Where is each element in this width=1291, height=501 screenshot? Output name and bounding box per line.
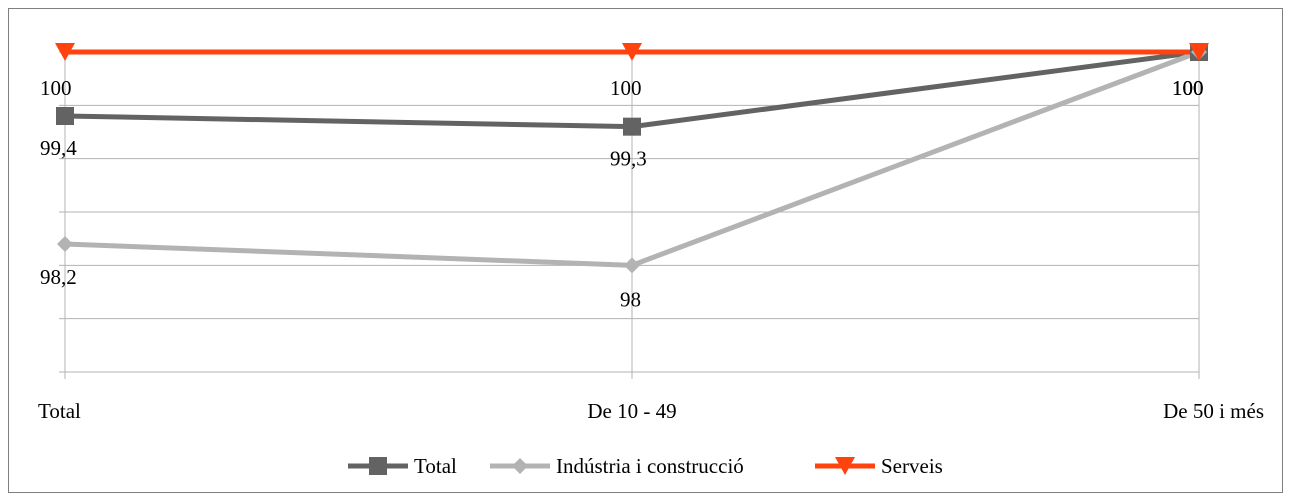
data-label: 100 <box>1172 76 1204 100</box>
data-label: 100 <box>40 76 72 100</box>
data-label: 98,2 <box>40 265 77 289</box>
legend-label: Indústria i construcció <box>556 454 744 478</box>
data-label: 99,4 <box>40 136 77 160</box>
data-point <box>56 107 74 125</box>
data-point <box>624 257 640 274</box>
legend-marker <box>512 458 528 474</box>
legend-label: Serveis <box>881 454 943 478</box>
legend-marker <box>369 457 387 475</box>
data-label: 99,3 <box>610 147 647 171</box>
legend-item: Total <box>348 454 457 478</box>
data-label: 100 <box>610 76 642 100</box>
gridlines <box>64 51 1200 372</box>
data-point <box>55 43 75 61</box>
axes <box>59 51 1200 379</box>
data-label: 100 <box>1172 76 1204 100</box>
x-tick-label: De 50 i més <box>1163 399 1264 423</box>
legend: Total Indústria i construcció Serveis <box>348 454 943 478</box>
data-point <box>622 43 642 61</box>
legend-item: Indústria i construcció <box>490 454 744 478</box>
data-point <box>57 236 73 252</box>
series-markers <box>55 43 1209 274</box>
legend-item: Serveis <box>815 454 943 478</box>
legend-label: Total <box>414 454 457 478</box>
legend-marker <box>835 457 855 475</box>
x-tick-label: De 10 - 49 <box>587 399 676 423</box>
data-point <box>1189 43 1209 61</box>
data-label: 100 <box>1172 76 1204 100</box>
data-label: 98 <box>620 287 641 311</box>
x-tick-label: Total <box>38 399 81 423</box>
data-point <box>623 117 641 136</box>
x-tick-labels: Total De 10 - 49 De 50 i més <box>38 399 1264 423</box>
